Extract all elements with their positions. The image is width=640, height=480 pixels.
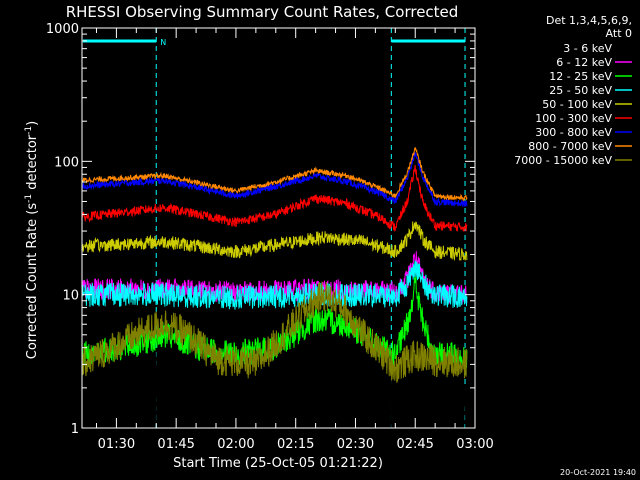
y-axis-label-part2: detector <box>25 134 40 194</box>
y-axis-label: Corrected Count Rate (s-1 detector-1) <box>24 121 40 359</box>
night-marker: N <box>160 38 166 47</box>
series-line-6 <box>81 152 468 208</box>
series-line-8 <box>81 281 468 383</box>
legend-entry-2: 12 - 25 keV <box>549 70 612 83</box>
legend-entry-6: 300 - 800 keV <box>535 126 612 139</box>
legend-entry-1: 6 - 12 keV <box>556 56 612 69</box>
legend-entry-3: 25 - 50 keV <box>549 84 612 97</box>
footer-timestamp: 20-Oct-2021 19:40 <box>560 468 636 477</box>
legend-header-line2: Att 0 <box>606 27 632 40</box>
x-tick-label-0: 01:30 <box>98 437 135 452</box>
x-tick-label-2: 02:00 <box>217 437 254 452</box>
legend-entry-4: 50 - 100 keV <box>542 98 612 111</box>
y-tick-label-3: 1000 <box>46 22 79 37</box>
legend-header-line1: Det 1,3,4,5,6,9, <box>546 14 632 27</box>
y-tick-label-0: 1 <box>71 422 79 437</box>
series-line-5 <box>81 164 468 232</box>
series-layer <box>81 147 468 430</box>
series-line-3 <box>81 260 468 310</box>
legend-entry-8: 7000 - 15000 keV <box>514 154 612 167</box>
y-axis-label-sup1: -1 <box>24 194 34 203</box>
legend-entry-5: 100 - 300 keV <box>535 112 612 125</box>
plot-border <box>81 27 476 429</box>
y-axis-label-part3: ) <box>25 121 40 126</box>
legend-entry-0: 3 - 6 keV <box>563 42 612 55</box>
series-line-4 <box>81 221 468 262</box>
axis-layer: 1 10 100 1000 01:30 01:45 02:00 02:15 02:30 02:45… <box>46 22 494 452</box>
plot-frame <box>81 27 476 429</box>
x-tick-label-4: 02:30 <box>337 437 374 452</box>
y-tick-label-2: 100 <box>54 155 79 170</box>
y-axis-label-part1: Corrected Count Rate (s <box>25 203 40 360</box>
y-axis-label-sup2: -1 <box>24 126 34 135</box>
legend-entry-7: 800 - 7000 keV <box>528 140 612 153</box>
x-tick-label-5: 02:45 <box>396 437 433 452</box>
x-tick-label-3: 02:15 <box>277 437 314 452</box>
y-tick-label-1: 10 <box>62 289 79 304</box>
x-tick-label-6: 03:00 <box>456 437 493 452</box>
chart-title: RHESSI Observing Summary Count Rates, Co… <box>66 3 459 21</box>
x-axis-label: Start Time (25-Oct-05 01:21:22) <box>173 456 383 471</box>
x-tick-label-1: 01:45 <box>157 437 194 452</box>
series-line-7 <box>81 147 468 202</box>
